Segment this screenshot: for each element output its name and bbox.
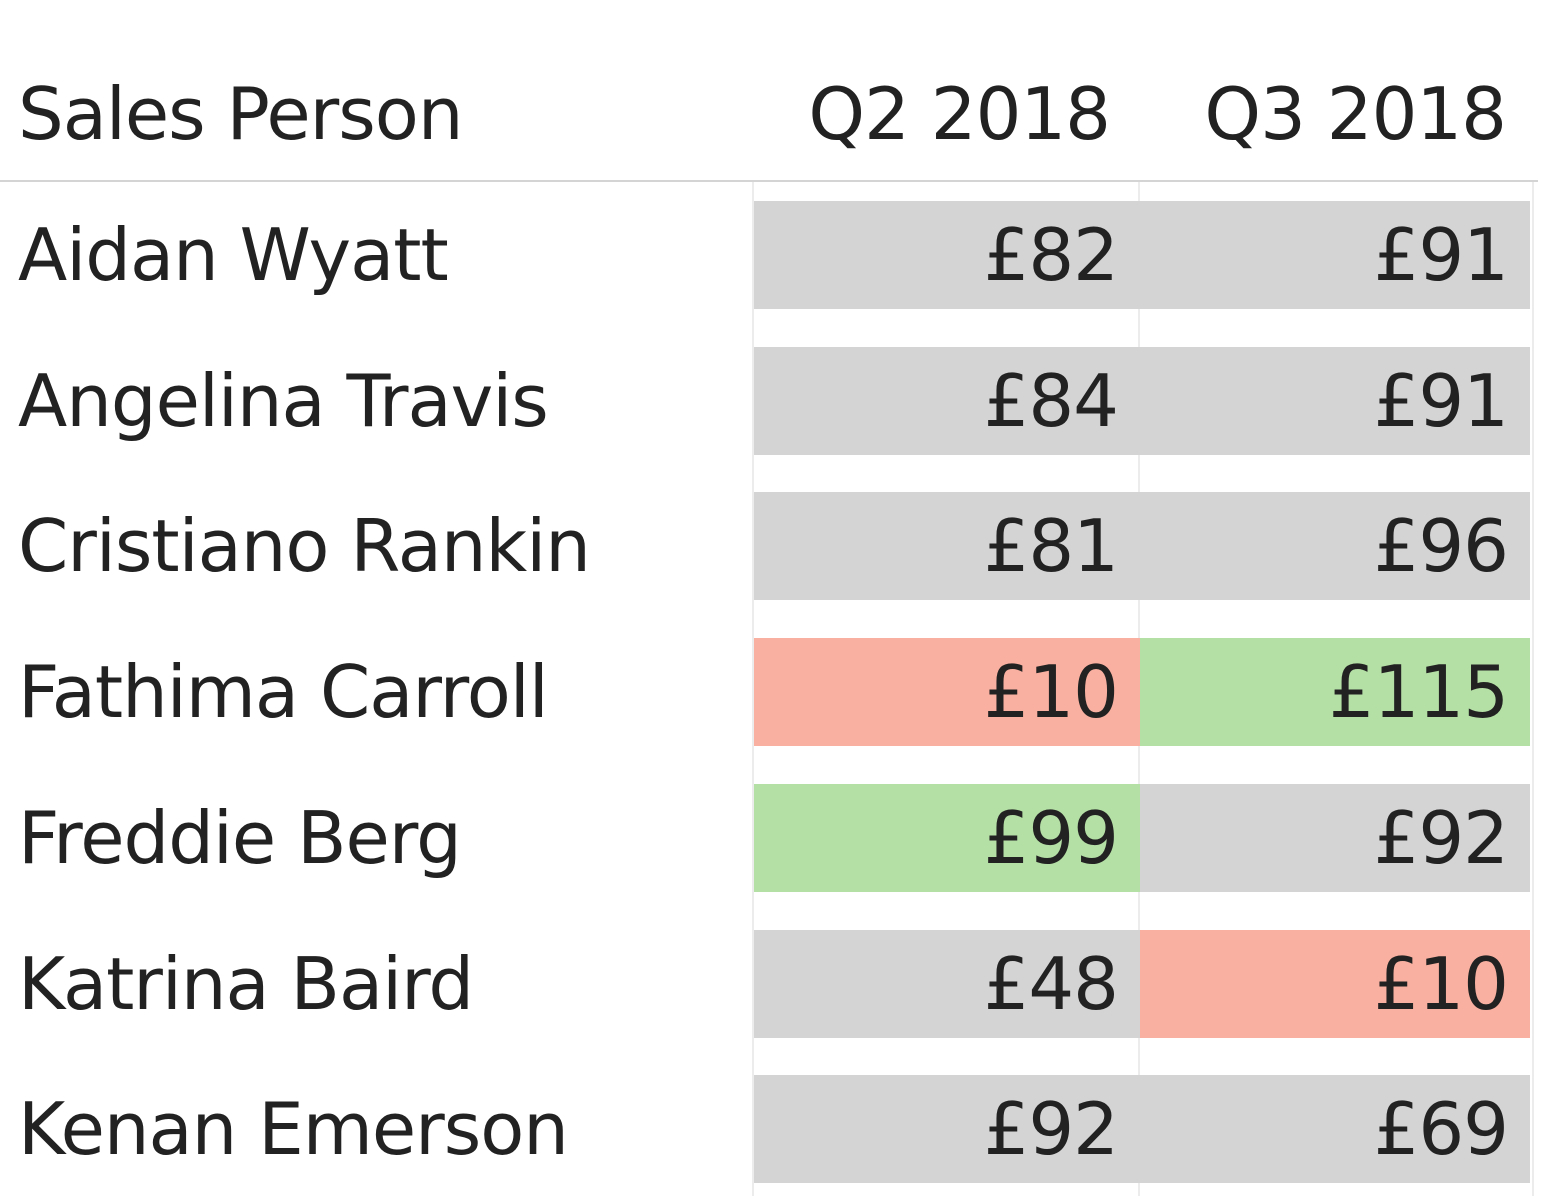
column-divider-right xyxy=(1532,182,1534,1196)
header-sales-person: Sales Person xyxy=(18,72,463,156)
q3-value-cell: £69 xyxy=(1140,1075,1530,1183)
row-name: Aidan Wyatt xyxy=(18,213,449,297)
row-name: Angelina Travis xyxy=(18,359,549,443)
row-name: Freddie Berg xyxy=(18,796,462,880)
q3-value-cell: £91 xyxy=(1140,201,1530,309)
q2-value-cell: £81 xyxy=(754,492,1140,600)
row-name: Katrina Baird xyxy=(18,942,474,1026)
row-name: Kenan Emerson xyxy=(18,1087,569,1171)
q2-value-cell: £48 xyxy=(754,930,1140,1038)
header-divider xyxy=(0,180,1538,182)
row-name: Fathima Carroll xyxy=(18,650,549,734)
q2-value-cell: £82 xyxy=(754,201,1140,309)
q3-value-cell: £96 xyxy=(1140,492,1530,600)
q2-value-cell: £92 xyxy=(754,1075,1140,1183)
q3-value-cell: £10 xyxy=(1140,930,1530,1038)
q3-value-cell: £92 xyxy=(1140,784,1530,892)
row-name: Cristiano Rankin xyxy=(18,504,591,588)
header-q3-2018: Q3 2018 xyxy=(1204,72,1507,156)
q3-value-cell: £115 xyxy=(1140,638,1530,746)
q3-value-cell: £91 xyxy=(1140,347,1530,455)
q2-value-cell: £84 xyxy=(754,347,1140,455)
q2-value-cell: £10 xyxy=(754,638,1140,746)
header-q2-2018: Q2 2018 xyxy=(808,72,1111,156)
column-divider-left xyxy=(752,182,754,1196)
q2-value-cell: £99 xyxy=(754,784,1140,892)
